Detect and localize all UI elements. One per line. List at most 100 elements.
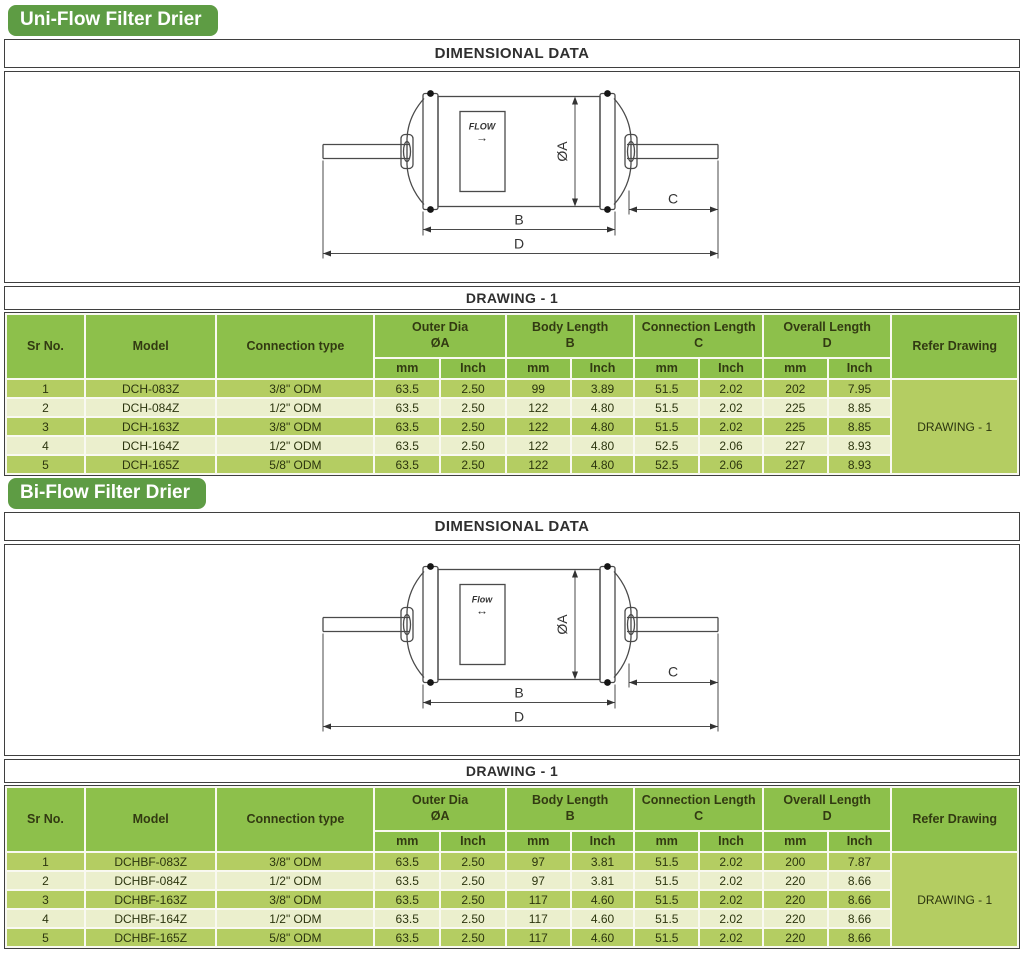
- unit-header-inch: Inch: [569, 357, 636, 380]
- filter-drier-drawing: Flow ↔: [322, 563, 719, 732]
- connection-length-inch-cell: 2.02: [698, 416, 764, 437]
- unit-header-mm: mm: [504, 357, 572, 380]
- col-header-outer-dia: Outer Dia ØA: [373, 313, 507, 359]
- dim-label-a: ØA: [554, 614, 570, 635]
- table-row: 2 DCHBF-084Z 1/2" ODM 63.5 2.50 97 3.81 51.5 2.0…: [5, 870, 1018, 891]
- connection-type-cell: 3/8" ODM: [215, 851, 376, 872]
- connection-length-inch-cell: 2.02: [698, 397, 764, 418]
- model-cell: DCH-163Z: [83, 416, 218, 437]
- outer-dia-mm-cell: 63.5: [373, 378, 442, 399]
- outer-dia-inch-cell: 2.50: [439, 454, 507, 475]
- outer-dia-mm-cell: 63.5: [373, 416, 442, 437]
- dimensional-table: Sr No. Model Connection type Outer Dia ØA…: [4, 312, 1020, 476]
- connection-length-mm-cell: 51.5: [633, 397, 701, 418]
- col-header-body-length: Body Length B: [504, 313, 636, 359]
- unit-header-inch: Inch: [698, 830, 764, 853]
- overall-length-inch-cell: 7.87: [826, 851, 893, 872]
- table-row: 3 DCHBF-163Z 3/8" ODM 63.5 2.50 117 4.60 51.5 2.…: [5, 889, 1018, 910]
- unit-header-mm: mm: [761, 357, 829, 380]
- dim-label-d: D: [514, 709, 524, 725]
- connection-type-cell: 3/8" ODM: [215, 889, 376, 910]
- model-cell: DCH-084Z: [83, 397, 218, 418]
- body-length-inch-cell: 3.81: [569, 851, 636, 872]
- overall-length-mm-cell: 220: [761, 870, 829, 891]
- outer-dia-inch-cell: 2.50: [439, 416, 507, 437]
- col-header-outer-dia: Outer Dia ØA: [373, 786, 507, 832]
- body-length-mm-cell: 117: [504, 908, 572, 929]
- connection-length-inch-cell: 2.02: [698, 889, 764, 910]
- outer-dia-inch-cell: 2.50: [439, 927, 507, 948]
- col-header-connection-type: Connection type: [215, 786, 376, 853]
- sr-no-cell: 1: [5, 851, 86, 872]
- unit-header-mm: mm: [373, 830, 442, 853]
- connection-type-cell: 3/8" ODM: [215, 416, 376, 437]
- body-length-mm-cell: 122: [504, 435, 572, 456]
- sr-no-cell: 4: [5, 908, 86, 929]
- unit-header-inch: Inch: [698, 357, 764, 380]
- flow-arrow-icon: ↔: [476, 604, 488, 618]
- body-length-inch-cell: 4.60: [569, 889, 636, 910]
- overall-length-mm-cell: 225: [761, 397, 829, 418]
- section-uni-flow: Uni-Flow Filter Drier DIMENSIONAL DATA: [4, 5, 1020, 476]
- section-bi-flow: Bi-Flow Filter Drier DIMENSIONAL DATA: [4, 478, 1020, 949]
- body-length-inch-cell: 4.80: [569, 416, 636, 437]
- connection-length-inch-cell: 2.06: [698, 454, 764, 475]
- overall-length-mm-cell: 202: [761, 378, 829, 399]
- model-cell: DCH-164Z: [83, 435, 218, 456]
- dim-label-c: C: [668, 664, 678, 680]
- overall-length-inch-cell: 7.95: [826, 378, 893, 399]
- col-header-refer-drawing: Refer Drawing: [890, 313, 1019, 380]
- outer-dia-mm-cell: 63.5: [373, 889, 442, 910]
- body-length-mm-cell: 122: [504, 454, 572, 475]
- connection-type-cell: 5/8" ODM: [215, 927, 376, 948]
- connection-length-mm-cell: 52.5: [633, 454, 701, 475]
- connection-type-cell: 1/2" ODM: [215, 908, 376, 929]
- dimensional-data-title: DIMENSIONAL DATA: [4, 39, 1020, 68]
- outer-dia-mm-cell: 63.5: [373, 908, 442, 929]
- refer-drawing-cell: DRAWING - 1: [890, 851, 1019, 948]
- body-length-mm-cell: 117: [504, 927, 572, 948]
- technical-drawing: FLOW →: [4, 71, 1020, 283]
- outer-dia-mm-cell: 63.5: [373, 454, 442, 475]
- outer-dia-inch-cell: 2.50: [439, 889, 507, 910]
- model-cell: DCH-165Z: [83, 454, 218, 475]
- connection-length-inch-cell: 2.06: [698, 435, 764, 456]
- overall-length-mm-cell: 220: [761, 908, 829, 929]
- unit-header-inch: Inch: [826, 357, 893, 380]
- sr-no-cell: 4: [5, 435, 86, 456]
- clamp-bolts: [427, 90, 611, 213]
- overall-length-mm-cell: 227: [761, 435, 829, 456]
- unit-header-mm: mm: [761, 830, 829, 853]
- unit-header-mm: mm: [373, 357, 442, 380]
- connection-length-inch-cell: 2.02: [698, 927, 764, 948]
- col-header-model: Model: [83, 313, 218, 380]
- col-header-connection-length: Connection Length C: [633, 786, 764, 832]
- sr-no-cell: 5: [5, 927, 86, 948]
- table-row: 5 DCHBF-165Z 5/8" ODM 63.5 2.50 117 4.60 51.5 2.…: [5, 927, 1018, 948]
- connection-type-cell: 1/2" ODM: [215, 870, 376, 891]
- section-badge: Bi-Flow Filter Drier: [8, 478, 206, 509]
- overall-length-mm-cell: 220: [761, 927, 829, 948]
- outer-dia-inch-cell: 2.50: [439, 851, 507, 872]
- body-length-inch-cell: 4.60: [569, 927, 636, 948]
- overall-length-mm-cell: 200: [761, 851, 829, 872]
- sr-no-cell: 3: [5, 889, 86, 910]
- connection-length-mm-cell: 51.5: [633, 416, 701, 437]
- body-length-inch-cell: 4.80: [569, 397, 636, 418]
- unit-header-mm: mm: [504, 830, 572, 853]
- outer-dia-inch-cell: 2.50: [439, 378, 507, 399]
- connection-length-mm-cell: 51.5: [633, 889, 701, 910]
- outer-dia-mm-cell: 63.5: [373, 435, 442, 456]
- body-length-mm-cell: 97: [504, 851, 572, 872]
- outer-dia-mm-cell: 63.5: [373, 927, 442, 948]
- table-row: 3 DCH-163Z 3/8" ODM 63.5 2.50 122 4.80 51.5 2.02…: [5, 416, 1018, 437]
- outer-dia-inch-cell: 2.50: [439, 397, 507, 418]
- outer-dia-inch-cell: 2.50: [439, 870, 507, 891]
- col-header-sr-no: Sr No.: [5, 786, 86, 853]
- section-badge: Uni-Flow Filter Drier: [8, 5, 218, 36]
- body-length-inch-cell: 4.80: [569, 454, 636, 475]
- body-length-inch-cell: 3.89: [569, 378, 636, 399]
- outer-dia-mm-cell: 63.5: [373, 870, 442, 891]
- unit-header-inch: Inch: [826, 830, 893, 853]
